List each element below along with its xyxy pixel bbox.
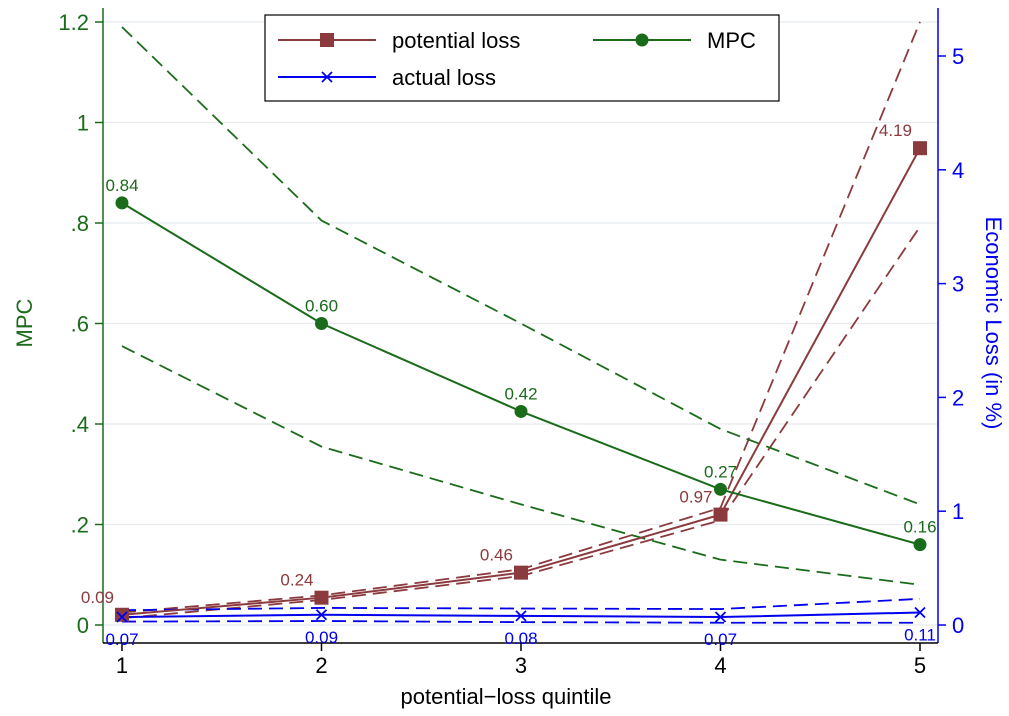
data-label: 0.08 [504,629,537,648]
y-right-tick-label: 0 [952,613,964,638]
y-left-tick-label: .8 [71,211,89,236]
y-right-tick-label: 1 [952,499,964,524]
data-label: 0.07 [704,630,737,649]
data-label: 0.84 [105,176,138,195]
marker-square [115,607,129,622]
x-axis-title: potential−loss quintile [401,684,612,709]
ci-lower-2 [121,620,920,624]
marker-x [714,611,727,623]
marker-square [314,590,329,605]
marker-x [515,610,527,622]
marker-circle [913,538,927,552]
marker-circle [514,404,528,418]
y-left-tick-label: 1 [77,111,89,136]
marker-circle [315,317,328,330]
data-label: 0.97 [679,488,712,507]
x-tick-label: 1 [116,653,128,678]
legend-marker-x [321,71,333,83]
data-labels: 0.09 0.24 0.46 0.97 4.19 0.84 0.60 0.42 0.27 0.16… [81,121,937,649]
y-left-tick-label: 0 [77,613,89,638]
data-label: 0.11 [904,625,936,644]
marker-square [713,507,728,522]
ci-upper-1 [121,26,921,506]
data-label: 0.24 [280,571,313,590]
data-label: 0.27 [704,462,737,481]
legend-marker-circle [635,33,649,47]
y-right-tick-label: 3 [952,272,964,297]
series-line-0 [121,147,921,616]
data-label: 0.60 [305,297,338,316]
marker-circle [115,196,129,210]
marker-square [514,565,528,580]
data-label: 0.46 [480,546,513,565]
marker-x [914,606,926,619]
series-lines [121,147,921,619]
legend-box [264,14,780,102]
y-right-axis-title: Economic Loss (in %) [981,217,1006,430]
series-line-1 [121,202,921,546]
marker-square [913,141,927,156]
y-right-tick-label: 4 [952,158,964,183]
legend-label-0: potential loss [392,28,520,53]
ci-upper-2 [121,597,921,612]
x-tick-label: 2 [315,653,327,678]
data-label: 0.07 [105,630,138,649]
data-label: 0.42 [504,384,537,403]
x-tick-label: 3 [515,653,527,678]
legend-marker-square [320,33,334,47]
ci-lower-1 [121,345,921,586]
marker-x [315,609,328,621]
y-left-tick-label: 1.2 [58,10,89,35]
axes: 0 .2 .4 .6 .8 1 1.2 0 1 2 3 4 5 1 2 3 4 5 [58,8,964,678]
legend-label-2: actual loss [392,65,496,90]
y-left-tick-label: .2 [71,513,89,538]
data-label: 0.09 [305,628,338,647]
confidence-bands [121,21,921,624]
marker-x [116,611,128,623]
y-left-tick-label: .4 [71,412,89,437]
series-markers [115,141,927,623]
ci-upper-0 [121,21,921,614]
y-left-axis-title: MPC [12,298,37,347]
data-label: 0.09 [81,588,114,607]
x-tick-label: 5 [914,653,926,678]
y-right-tick-label: 2 [952,385,964,410]
data-label: 0.16 [903,518,936,537]
data-label: 4.19 [879,121,912,140]
marker-circle [714,482,727,496]
x-tick-label: 4 [714,653,726,678]
ci-lower-0 [121,226,921,620]
y-right-tick-label: 5 [952,44,964,69]
legend-label-1: MPC [707,28,756,53]
grid-lines [103,21,938,626]
legend: potential loss MPC actual loss [264,14,780,102]
y-left-tick-label: .6 [71,312,89,337]
